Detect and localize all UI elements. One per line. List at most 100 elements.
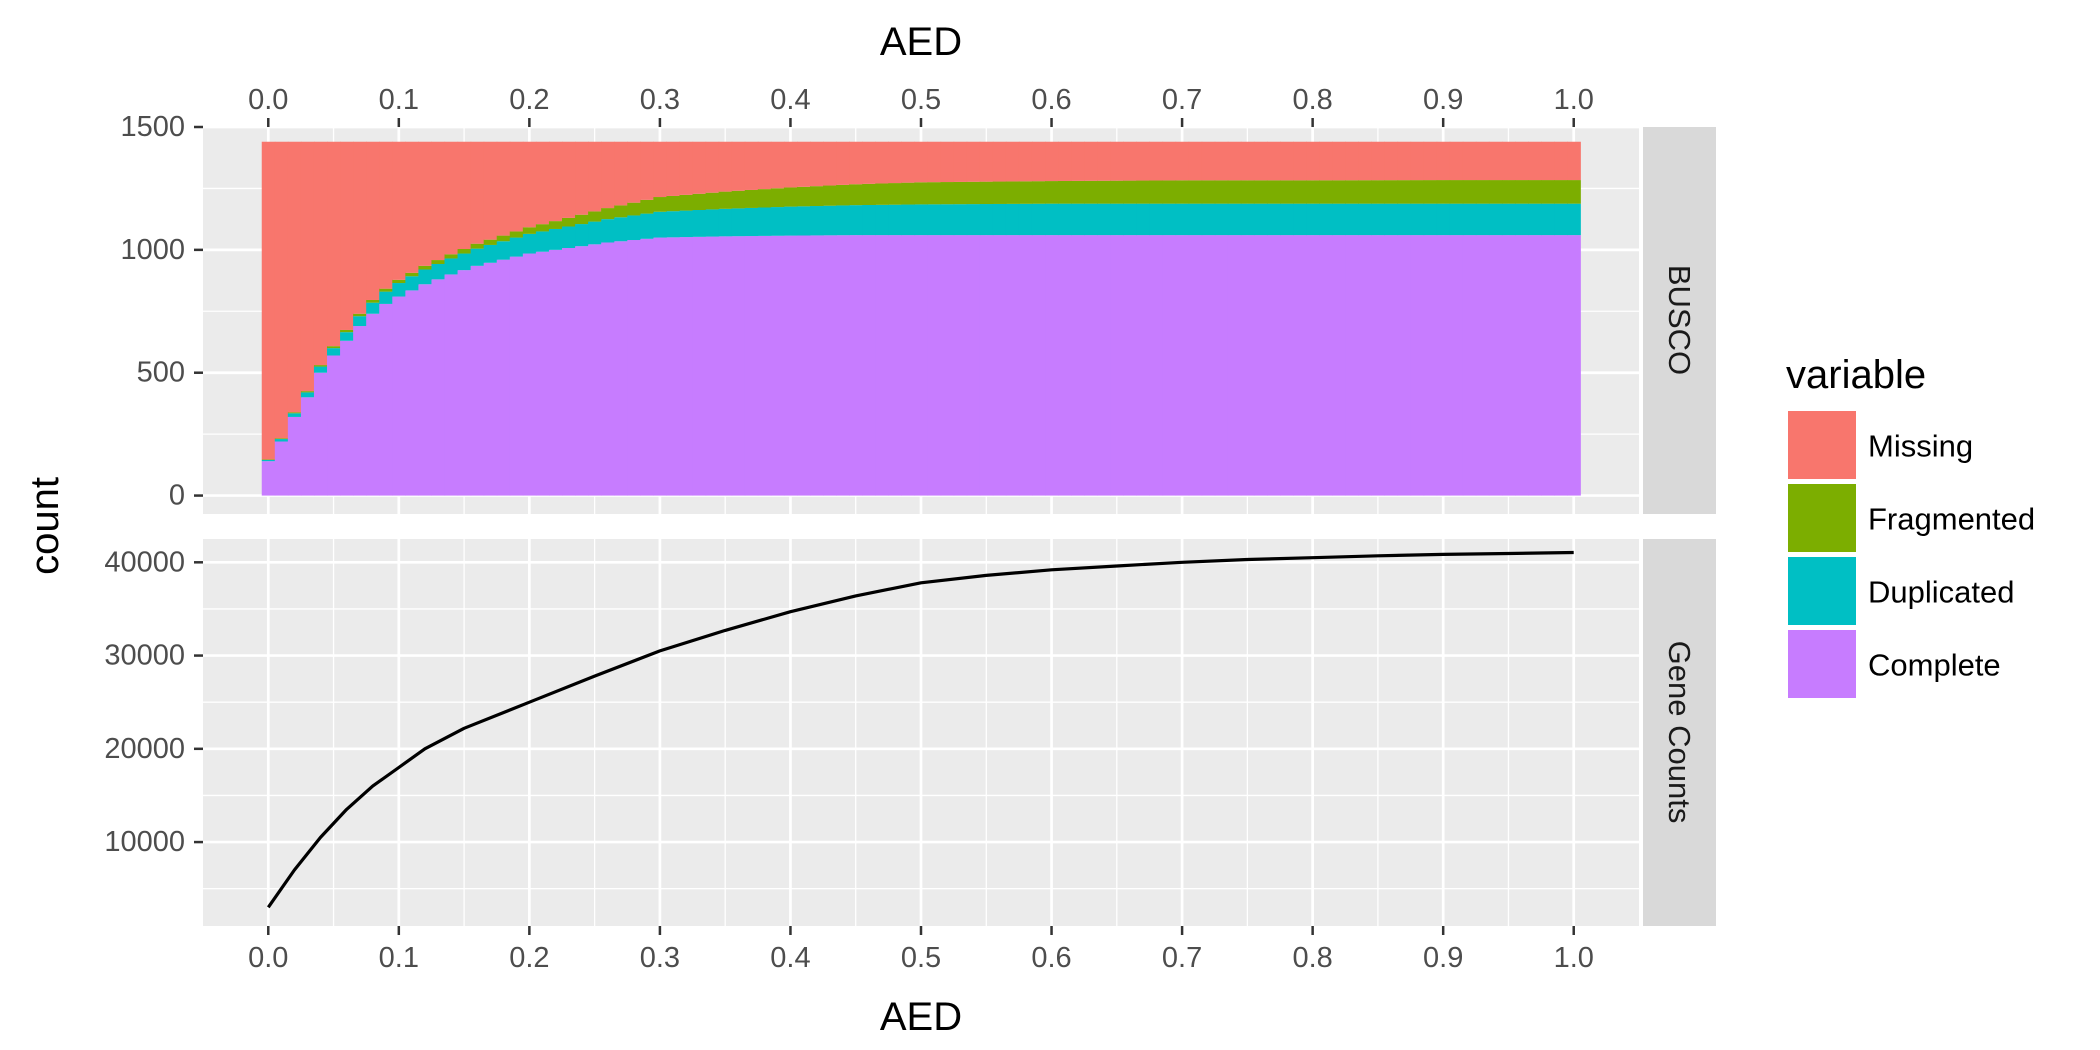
- bottom-x-tick-label: 0.6: [1031, 942, 1071, 974]
- bar-missing: [914, 141, 929, 183]
- bar-duplicated: [614, 217, 628, 242]
- bar-complete: [522, 253, 537, 496]
- bar-fragmented: [1110, 180, 1124, 204]
- bar-duplicated: [1475, 203, 1490, 236]
- bar-fragmented: [1058, 180, 1072, 204]
- bar-fragmented: [1162, 180, 1177, 204]
- bar-duplicated: [1084, 203, 1098, 236]
- bar-complete: [562, 248, 576, 496]
- bar-complete: [744, 236, 759, 496]
- bar-missing: [731, 141, 746, 191]
- bar-fragmented: [1175, 180, 1190, 204]
- bar-duplicated: [575, 224, 589, 247]
- bar-fragmented: [966, 181, 981, 205]
- bar-fragmented: [862, 183, 876, 205]
- bar-fragmented: [548, 221, 563, 229]
- bar-fragmented: [1358, 180, 1372, 204]
- bar-complete: [1084, 235, 1098, 496]
- bar-missing: [927, 141, 942, 183]
- bar-complete: [731, 236, 746, 496]
- bar-duplicated: [992, 203, 1007, 236]
- top-x-tick-label: 0.5: [901, 84, 941, 116]
- bar-complete: [888, 235, 903, 496]
- bar-complete: [914, 235, 929, 496]
- bottom-x-tick-label: 0.5: [901, 942, 941, 974]
- bar-duplicated: [1319, 203, 1333, 236]
- bar-missing: [1384, 141, 1399, 181]
- bar-duplicated: [431, 263, 446, 280]
- bar-missing: [496, 141, 511, 236]
- bar-missing: [1110, 141, 1124, 181]
- bar-missing: [1240, 141, 1255, 181]
- bar-duplicated: [562, 226, 576, 249]
- bar-duplicated: [849, 205, 863, 236]
- bar-fragmented: [1554, 180, 1568, 204]
- bar-complete: [1110, 235, 1124, 496]
- bar-missing: [418, 141, 433, 266]
- bar-fragmented: [888, 183, 903, 205]
- bottom-x-tick-label: 0.1: [379, 942, 419, 974]
- bar-complete: [705, 236, 720, 496]
- bar-complete: [666, 237, 681, 496]
- bar-fragmented: [640, 199, 654, 214]
- top-x-tick-label: 0.0: [248, 84, 288, 116]
- bar-duplicated: [640, 213, 654, 239]
- bar-duplicated: [966, 204, 981, 236]
- bar-complete: [875, 235, 889, 496]
- bar-missing: [470, 141, 485, 244]
- bottom-x-tick-label: 0.7: [1162, 942, 1202, 974]
- gene-counts-strip: [1643, 539, 1716, 926]
- bar-missing: [1397, 141, 1412, 181]
- bar-duplicated: [810, 206, 824, 236]
- bar-fragmented: [1345, 180, 1359, 204]
- bar-fragmented: [379, 288, 393, 292]
- bar-duplicated: [757, 207, 772, 236]
- bar-complete: [1475, 235, 1490, 496]
- bar-missing: [340, 141, 354, 330]
- bottom-x-tick-label: 0.9: [1423, 942, 1463, 974]
- bar-duplicated: [1058, 203, 1072, 236]
- bar-missing: [1084, 141, 1098, 181]
- busco-stacked-bars: [261, 141, 1581, 496]
- bar-complete: [1201, 235, 1216, 496]
- bar-missing: [1319, 141, 1333, 181]
- bar-missing: [1436, 141, 1451, 181]
- bar-missing: [1358, 141, 1372, 181]
- bar-missing: [1345, 141, 1359, 181]
- bar-fragmented: [1449, 180, 1464, 204]
- bar-fragmented: [392, 279, 406, 284]
- legend-key-fragmented: [1788, 484, 1856, 552]
- bar-complete: [1240, 235, 1255, 496]
- bar-complete: [535, 251, 550, 496]
- bar-fragmented: [679, 194, 694, 211]
- bar-fragmented: [757, 189, 772, 208]
- bar-fragmented: [300, 391, 315, 393]
- bar-missing: [1528, 141, 1542, 181]
- bar-fragmented: [927, 182, 942, 205]
- legend: variable Missing Fragmented Duplicated C…: [1786, 353, 2035, 698]
- bar-fragmented: [796, 186, 811, 207]
- bar-duplicated: [300, 392, 315, 398]
- bar-fragmented: [823, 185, 837, 206]
- bar-complete: [405, 290, 419, 496]
- bar-duplicated: [1280, 203, 1294, 236]
- bar-missing: [1149, 141, 1164, 181]
- top-x-tick-label: 1.0: [1554, 84, 1594, 116]
- bar-complete: [457, 270, 472, 496]
- bar-missing: [1554, 141, 1568, 181]
- bar-duplicated: [327, 348, 341, 356]
- bar-missing: [653, 141, 668, 198]
- bar-complete: [979, 235, 994, 496]
- top-x-axis-title: AED: [880, 20, 962, 64]
- bar-fragmented: [313, 365, 328, 367]
- bar-complete: [796, 235, 811, 496]
- bar-fragmented: [457, 248, 472, 254]
- bar-missing: [287, 141, 302, 413]
- bar-complete: [1293, 235, 1307, 496]
- bar-missing: [757, 141, 772, 190]
- bar-complete: [601, 242, 615, 496]
- bar-complete: [966, 235, 981, 496]
- bar-fragmented: [535, 224, 550, 232]
- bar-duplicated: [1201, 203, 1216, 236]
